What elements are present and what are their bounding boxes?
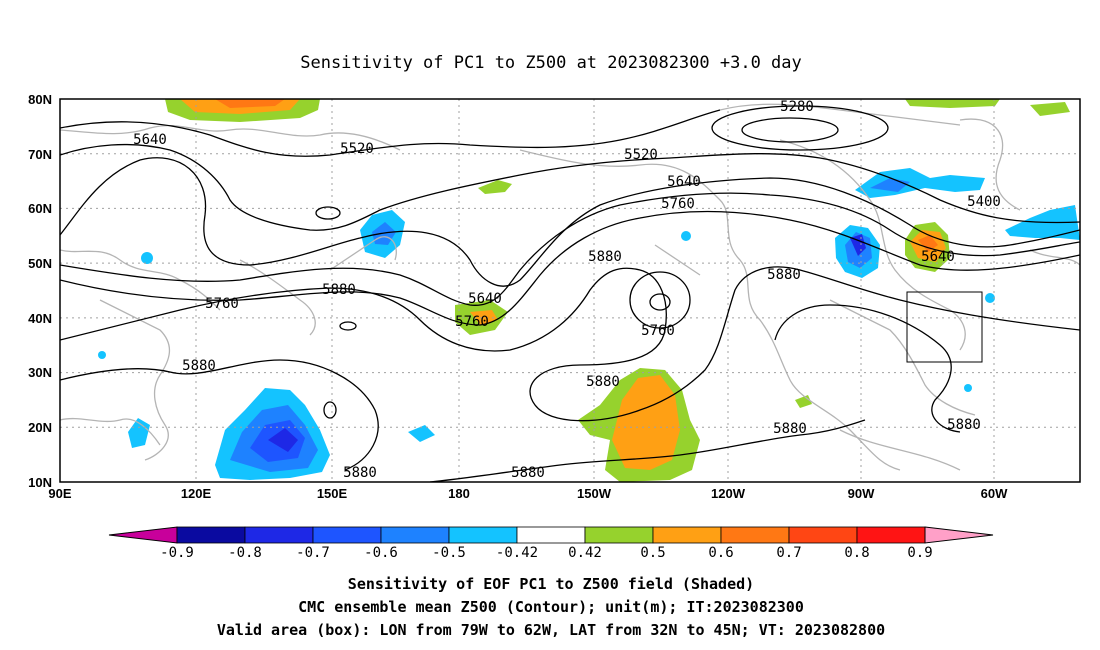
lat-label: 20N	[28, 420, 52, 435]
lon-label: 180	[448, 486, 470, 501]
colorbar-end-high	[924, 526, 994, 544]
lon-label: 90E	[48, 486, 71, 501]
caption-line-2: CMC ensemble mean Z500 (Contour); unit(m…	[298, 598, 804, 616]
coastlines	[60, 103, 1080, 471]
lat-label: 60N	[28, 201, 52, 216]
lat-label: 40N	[28, 311, 52, 326]
lat-label: 50N	[28, 256, 52, 271]
contour-label: 5400	[967, 194, 1001, 210]
contour-label: 5880	[511, 465, 545, 481]
contour-label: 5880	[767, 267, 801, 283]
colorbar-swatch	[652, 526, 722, 544]
contour-label: 5640	[468, 291, 502, 307]
colorbar-swatch	[244, 526, 314, 544]
lon-label: 150E	[317, 486, 348, 501]
latitude-labels: 80N 70N 60N 50N 40N 30N 20N 10N	[28, 92, 52, 490]
lon-label: 150W	[577, 486, 612, 501]
colorbar-swatch	[312, 526, 382, 544]
contour-label: 5520	[624, 147, 658, 163]
colorbar-swatch	[176, 526, 246, 544]
contour-label: 5880	[588, 249, 622, 265]
contour-labels: 5640 5520 5520 5280 5640 5760 5400 5880 …	[133, 99, 1001, 481]
graticule	[60, 99, 1080, 482]
colorbar-label: 0.42	[568, 545, 602, 561]
contour-label: 5880	[343, 465, 377, 481]
colorbar	[108, 526, 994, 544]
colorbar-label: 0.6	[708, 545, 733, 561]
colorbar-swatch	[788, 526, 858, 544]
colorbar-label: -0.6	[364, 545, 398, 561]
lon-label: 90W	[848, 486, 875, 501]
contour-label: 5280	[780, 99, 814, 115]
contour-label: 5880	[586, 374, 620, 390]
contour-label: 5520	[340, 141, 374, 157]
lon-label: 60W	[981, 486, 1008, 501]
colorbar-label: -0.8	[228, 545, 262, 561]
contour-label: 5760	[661, 196, 695, 212]
colorbar-label: 0.7	[776, 545, 801, 561]
contour-label: 5640	[667, 174, 701, 190]
caption-line-3: Valid area (box): LON from 79W to 62W, L…	[217, 621, 885, 639]
colorbar-label: -0.42	[496, 545, 538, 561]
contour-label-5760-left: 5760	[455, 314, 489, 330]
lat-label: 80N	[28, 92, 52, 107]
longitude-labels: 90E 120E 150E 180 150W 120W 90W 60W	[48, 486, 1008, 501]
lon-label: 120W	[711, 486, 746, 501]
contour-label: 5760	[641, 323, 675, 339]
colorbar-swatch	[856, 526, 926, 544]
colorbar-swatch	[584, 526, 654, 544]
colorbar-label: -0.5	[432, 545, 466, 561]
contour-label: 5880	[773, 421, 807, 437]
contour-label: 5760	[205, 296, 239, 312]
lat-label: 10N	[28, 475, 52, 490]
colorbar-label: -0.9	[160, 545, 194, 561]
contour-label: 5640	[921, 249, 955, 265]
colorbar-label: -0.7	[296, 545, 330, 561]
map-title: Sensitivity of PC1 to Z500 at 2023082300…	[300, 53, 802, 73]
colorbar-label: 0.5	[640, 545, 665, 561]
colorbar-swatch	[516, 526, 586, 544]
lat-label: 30N	[28, 365, 52, 380]
colorbar-end-low	[108, 526, 178, 544]
colorbar-labels: -0.9 -0.8 -0.7 -0.6 -0.5 -0.42 0.42 0.5 …	[160, 545, 933, 561]
contour-label: 5640	[133, 132, 167, 148]
colorbar-swatch	[448, 526, 518, 544]
lon-label: 120E	[181, 486, 212, 501]
plot-area	[60, 99, 1080, 482]
contour-label: 5880	[947, 417, 981, 433]
valid-area-box	[906, 291, 983, 363]
colorbar-swatch	[720, 526, 790, 544]
lat-label: 70N	[28, 147, 52, 162]
z500-contours	[60, 105, 1080, 482]
contour-label: 5880	[322, 282, 356, 298]
colorbar-label: 0.9	[907, 545, 932, 561]
colorbar-label: 0.8	[844, 545, 869, 561]
contour-label: 5880	[182, 358, 216, 374]
plot-frame	[59, 98, 1081, 483]
colorbar-swatch	[380, 526, 450, 544]
caption-line-1: Sensitivity of EOF PC1 to Z500 field (Sh…	[348, 575, 754, 593]
